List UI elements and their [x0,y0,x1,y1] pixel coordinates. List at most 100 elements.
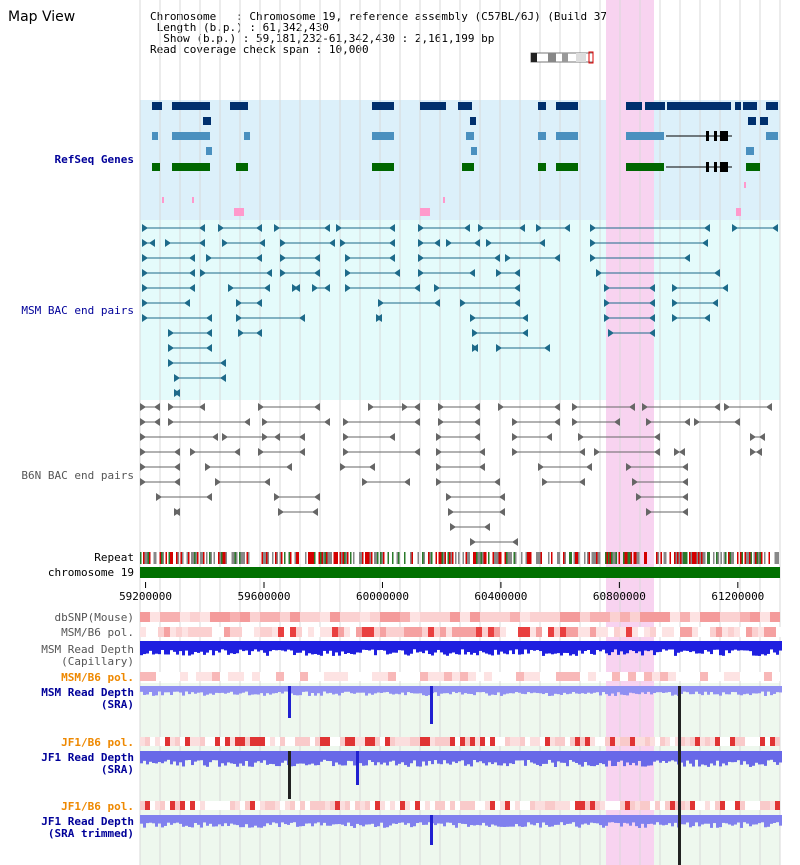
depth-bar [344,686,347,692]
heat-mark [228,672,236,681]
gene-exon [706,131,709,141]
heat-mark [332,627,338,637]
depth-bar [560,641,563,656]
depth-bar [641,641,644,656]
depth-bar [356,641,359,653]
heat-mark [310,612,320,622]
msm-bac-pair-end [514,269,520,277]
depth-bar [776,686,779,693]
repeat-mark [480,552,482,564]
chromosome-info: Chromosome : Chromosome 19, reference as… [150,10,614,56]
heat-mark [670,737,675,746]
heat-mark [315,737,320,746]
depth-bar [569,815,572,824]
heat-mark [570,801,575,810]
depth-bar [212,751,215,761]
depth-bar [590,815,593,823]
repeat-mark [578,552,580,564]
heat-mark [630,801,635,810]
msm-bac-pair-end [256,254,262,262]
depth-bar [707,815,710,824]
repeat-mark [693,552,695,564]
heat-mark [665,801,670,810]
depth-bar [425,815,428,825]
depth-bar [149,815,152,823]
depth-bar [455,641,458,655]
repeat-mark [728,552,730,564]
heat-mark [430,801,435,810]
heat-mark [245,737,250,746]
depth-bar [653,686,656,694]
heat-mark [240,801,245,810]
depth-bar [767,641,770,654]
msm-bac-pair-end [256,299,262,307]
heat-mark [356,627,362,637]
depth-bar [557,686,560,695]
depth-bar [317,641,320,655]
heat-mark [460,672,468,681]
depth-bar [176,751,179,766]
heat-mark [280,612,290,622]
depth-bar [755,815,758,825]
heat-mark [422,627,428,637]
repeat-mark [606,552,608,564]
heat-mark [248,627,254,637]
repeat-mark [380,552,382,564]
gene [372,102,394,110]
heat-mark [464,627,470,637]
heat-mark [644,627,650,637]
b6n-bac-pair-end [512,433,518,441]
depth-bar [617,686,620,693]
depth-bar [668,815,671,824]
depth-bar [251,815,254,828]
depth-bar [242,815,245,828]
gene [538,132,546,140]
depth-bar [500,686,503,696]
depth-bar [284,641,287,652]
msm-bac-pair-end [494,254,500,262]
heat-mark [565,737,570,746]
heat-mark [470,627,476,637]
depth-bar [164,815,167,826]
heat-mark [440,627,446,637]
depth-bar [593,686,596,693]
repeat-mark [596,552,598,564]
depth-bar [620,686,623,695]
msm-bac-pair-end [554,254,560,262]
heat-mark [355,801,360,810]
depth-bar [602,641,605,650]
depth-bar [722,751,725,764]
heat-mark [530,737,535,746]
depth-bar [470,815,473,826]
heat-mark [710,737,715,746]
heat-mark [692,627,698,637]
depth-bar [161,641,164,650]
heat-mark [520,801,525,810]
depth-bar [152,686,155,696]
repeat-mark [243,552,245,564]
depth-bar [506,686,509,694]
heat-mark [555,737,560,746]
heat-mark [160,612,170,622]
heat-mark [455,737,460,746]
b6n-bac-pair-end [759,433,765,441]
depth-bar [533,815,536,826]
depth-bar [710,686,713,693]
msm-bac-pair-end [472,344,478,352]
heat-mark [680,801,685,810]
depth-bar [344,751,347,766]
depth-bar [725,641,728,651]
msm-bac-pair-end [345,254,351,262]
heat-mark [510,737,515,746]
depth-bar [155,641,158,654]
heat-mark [640,737,645,746]
heat-mark [520,737,525,746]
depth-bar [308,641,311,654]
repeat-mark [573,552,575,564]
repeat-mark [182,552,184,564]
depth-bar [422,815,425,825]
repeat-mark [206,552,208,564]
depth-bar [161,751,164,764]
msm-bac-pair-end [672,299,678,307]
